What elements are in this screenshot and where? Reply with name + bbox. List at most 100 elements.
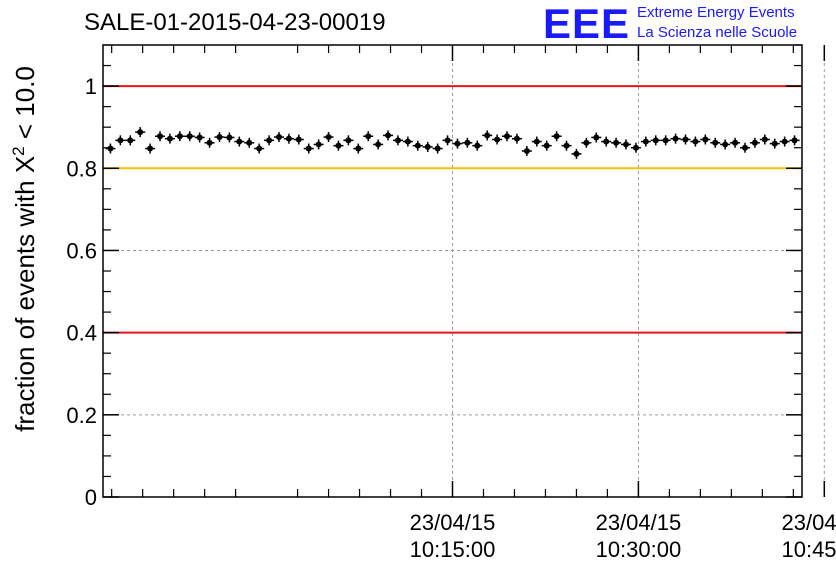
point-marker: [176, 133, 183, 140]
point-marker: [345, 137, 352, 144]
y-tick-label: 0.2: [66, 403, 97, 428]
x-tick-label-time: 10:30:00: [596, 537, 682, 562]
data-point: [640, 136, 651, 147]
data-point: [759, 134, 770, 145]
data-point: [174, 131, 185, 142]
point-marker: [186, 133, 193, 140]
data-point: [700, 134, 711, 145]
point-marker: [196, 134, 203, 141]
point-marker: [355, 145, 362, 152]
point-marker: [751, 139, 758, 146]
point-marker: [434, 145, 441, 152]
data-point: [264, 135, 275, 146]
data-point: [521, 146, 532, 157]
y-axis-label: fraction of events with X2 < 10.0: [9, 66, 40, 432]
point-marker: [464, 139, 471, 146]
x-tick-label-date: 23/04/15: [781, 510, 836, 535]
point-marker: [127, 137, 134, 144]
data-point: [611, 137, 622, 148]
data-point: [720, 139, 731, 150]
point-marker: [325, 134, 332, 141]
point-marker: [494, 136, 501, 143]
reference-lines: [103, 85, 802, 334]
data-point: [730, 137, 741, 148]
data-point: [621, 139, 632, 150]
data-point: [145, 143, 156, 154]
y-tick-label: 0: [85, 485, 97, 510]
point-marker: [692, 138, 699, 145]
point-marker: [206, 139, 213, 146]
data-point: [769, 138, 780, 149]
logo-line-2: La Scienza nelle Scuole: [637, 24, 798, 41]
data-point: [402, 136, 413, 147]
data-point: [670, 133, 681, 144]
point-marker: [682, 136, 689, 143]
data-point: [333, 140, 344, 151]
x-tick-label-date: 23/04/15: [596, 510, 682, 535]
data-point: [442, 135, 453, 146]
point-marker: [533, 138, 540, 145]
data-point: [511, 133, 522, 144]
data-point: [779, 136, 790, 147]
point-marker: [613, 139, 620, 146]
point-marker: [226, 134, 233, 141]
data-point: [789, 135, 800, 146]
point-marker: [583, 139, 590, 146]
data-point: [551, 131, 562, 142]
point-marker: [404, 138, 411, 145]
point-marker: [147, 145, 154, 152]
data-point: [531, 136, 542, 147]
data-point: [690, 136, 701, 147]
data-point: [194, 132, 205, 143]
point-marker: [414, 142, 421, 149]
data-point: [204, 137, 215, 148]
point-marker: [513, 135, 520, 142]
data-point: [293, 134, 304, 145]
data-point: [343, 135, 354, 146]
data-point: [115, 135, 126, 146]
point-marker: [652, 137, 659, 144]
point-marker: [741, 144, 748, 151]
point-marker: [504, 133, 511, 140]
data-point: [739, 142, 750, 153]
point-marker: [642, 138, 649, 145]
data-point: [383, 130, 394, 141]
point-marker: [553, 133, 560, 140]
point-marker: [107, 145, 114, 152]
data-point: [323, 132, 334, 143]
data-point: [313, 139, 324, 150]
point-marker: [672, 135, 679, 142]
data-points: [105, 127, 800, 159]
data-point: [591, 132, 602, 143]
data-point: [105, 143, 116, 154]
data-point: [710, 137, 721, 148]
data-point: [462, 137, 473, 148]
point-marker: [712, 139, 719, 146]
point-marker: [474, 142, 481, 149]
data-point: [184, 131, 195, 142]
point-marker: [256, 145, 263, 152]
point-marker: [295, 136, 302, 143]
point-marker: [593, 134, 600, 141]
point-marker: [394, 137, 401, 144]
data-point: [650, 135, 661, 146]
data-point: [749, 137, 760, 148]
point-marker: [335, 142, 342, 149]
data-point: [214, 132, 225, 143]
point-marker: [275, 134, 282, 141]
point-marker: [573, 150, 580, 157]
y-tick-label: 0.8: [66, 156, 97, 181]
point-marker: [285, 135, 292, 142]
eee-logo: EEE: [543, 0, 631, 47]
point-marker: [385, 132, 392, 139]
data-point: [571, 148, 582, 159]
point-marker: [157, 133, 164, 140]
point-marker: [365, 133, 372, 140]
data-point: [373, 139, 384, 150]
point-marker: [236, 138, 243, 145]
logo-line-1: Extreme Energy Events: [637, 4, 795, 21]
data-point: [472, 140, 483, 151]
point-marker: [603, 138, 610, 145]
point-marker: [623, 141, 630, 148]
